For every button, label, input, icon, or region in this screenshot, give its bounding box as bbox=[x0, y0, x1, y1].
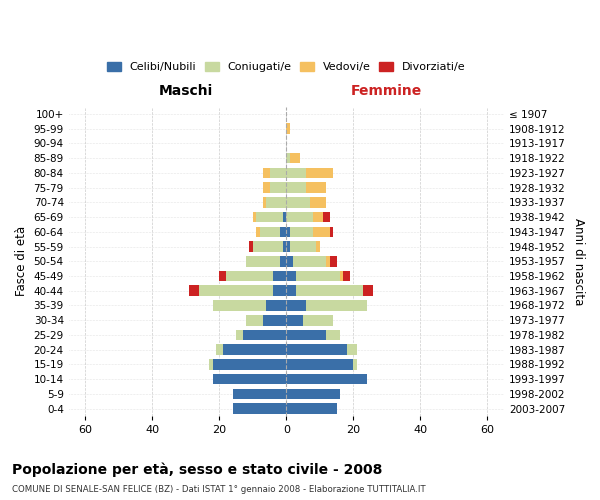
Bar bbox=[189, 286, 199, 296]
Bar bbox=[290, 242, 316, 252]
Bar bbox=[256, 226, 260, 237]
Bar bbox=[283, 242, 286, 252]
Text: COMUNE DI SENALE-SAN FELICE (BZ) - Dati ISTAT 1° gennaio 2008 - Elaborazione TUT: COMUNE DI SENALE-SAN FELICE (BZ) - Dati … bbox=[12, 485, 425, 494]
Bar bbox=[286, 374, 367, 384]
Y-axis label: Fasce di età: Fasce di età bbox=[15, 226, 28, 296]
Bar bbox=[286, 388, 340, 399]
Bar bbox=[223, 344, 286, 355]
Bar bbox=[290, 153, 299, 164]
Legend: Celibi/Nubili, Coniugati/e, Vedovi/e, Divorziati/e: Celibi/Nubili, Coniugati/e, Vedovi/e, Di… bbox=[103, 57, 470, 76]
Bar bbox=[212, 359, 286, 370]
Bar bbox=[212, 300, 266, 311]
Bar bbox=[326, 256, 330, 266]
Bar bbox=[273, 286, 286, 296]
Bar bbox=[280, 226, 286, 237]
Bar bbox=[233, 404, 286, 414]
Bar bbox=[269, 182, 286, 193]
Bar bbox=[256, 212, 283, 222]
Text: Maschi: Maschi bbox=[159, 84, 213, 98]
Bar bbox=[209, 359, 212, 370]
Bar bbox=[253, 212, 256, 222]
Bar bbox=[353, 359, 356, 370]
Bar bbox=[296, 286, 364, 296]
Bar bbox=[199, 286, 273, 296]
Bar bbox=[220, 270, 226, 281]
Bar bbox=[307, 182, 326, 193]
Bar bbox=[286, 124, 290, 134]
Bar bbox=[296, 270, 340, 281]
Text: Popolazione per età, sesso e stato civile - 2008: Popolazione per età, sesso e stato civil… bbox=[12, 462, 382, 477]
Bar bbox=[280, 256, 286, 266]
Bar bbox=[233, 388, 286, 399]
Bar bbox=[263, 197, 266, 207]
Bar bbox=[340, 270, 343, 281]
Bar bbox=[313, 226, 330, 237]
Bar bbox=[326, 330, 340, 340]
Bar bbox=[286, 300, 307, 311]
Bar bbox=[286, 404, 337, 414]
Bar bbox=[316, 242, 320, 252]
Bar bbox=[253, 242, 283, 252]
Bar bbox=[269, 168, 286, 178]
Bar bbox=[330, 226, 333, 237]
Bar bbox=[286, 226, 290, 237]
Bar bbox=[260, 226, 280, 237]
Bar bbox=[226, 270, 273, 281]
Bar bbox=[286, 315, 303, 326]
Bar bbox=[246, 315, 263, 326]
Bar bbox=[323, 212, 330, 222]
Bar bbox=[216, 344, 223, 355]
Bar bbox=[286, 359, 353, 370]
Bar bbox=[273, 270, 286, 281]
Bar bbox=[307, 168, 333, 178]
Bar bbox=[246, 256, 280, 266]
Bar bbox=[290, 226, 313, 237]
Bar bbox=[286, 197, 310, 207]
Bar bbox=[286, 242, 290, 252]
Bar bbox=[303, 315, 333, 326]
Bar bbox=[212, 374, 286, 384]
Bar bbox=[310, 197, 326, 207]
Y-axis label: Anni di nascita: Anni di nascita bbox=[572, 218, 585, 305]
Bar bbox=[286, 256, 293, 266]
Bar bbox=[313, 212, 323, 222]
Bar bbox=[286, 330, 326, 340]
Bar bbox=[266, 300, 286, 311]
Bar bbox=[263, 182, 269, 193]
Bar bbox=[286, 168, 307, 178]
Bar bbox=[343, 270, 350, 281]
Bar bbox=[286, 344, 347, 355]
Bar bbox=[266, 197, 286, 207]
Bar bbox=[283, 212, 286, 222]
Bar bbox=[243, 330, 286, 340]
Bar bbox=[307, 300, 367, 311]
Bar bbox=[330, 256, 337, 266]
Bar bbox=[286, 286, 296, 296]
Bar bbox=[364, 286, 373, 296]
Bar bbox=[263, 315, 286, 326]
Bar bbox=[286, 153, 290, 164]
Bar bbox=[263, 168, 269, 178]
Bar bbox=[286, 270, 296, 281]
Bar bbox=[250, 242, 253, 252]
Bar bbox=[347, 344, 356, 355]
Bar bbox=[286, 182, 307, 193]
Bar bbox=[293, 256, 326, 266]
Text: Femmine: Femmine bbox=[351, 84, 422, 98]
Bar bbox=[236, 330, 243, 340]
Bar bbox=[286, 212, 313, 222]
